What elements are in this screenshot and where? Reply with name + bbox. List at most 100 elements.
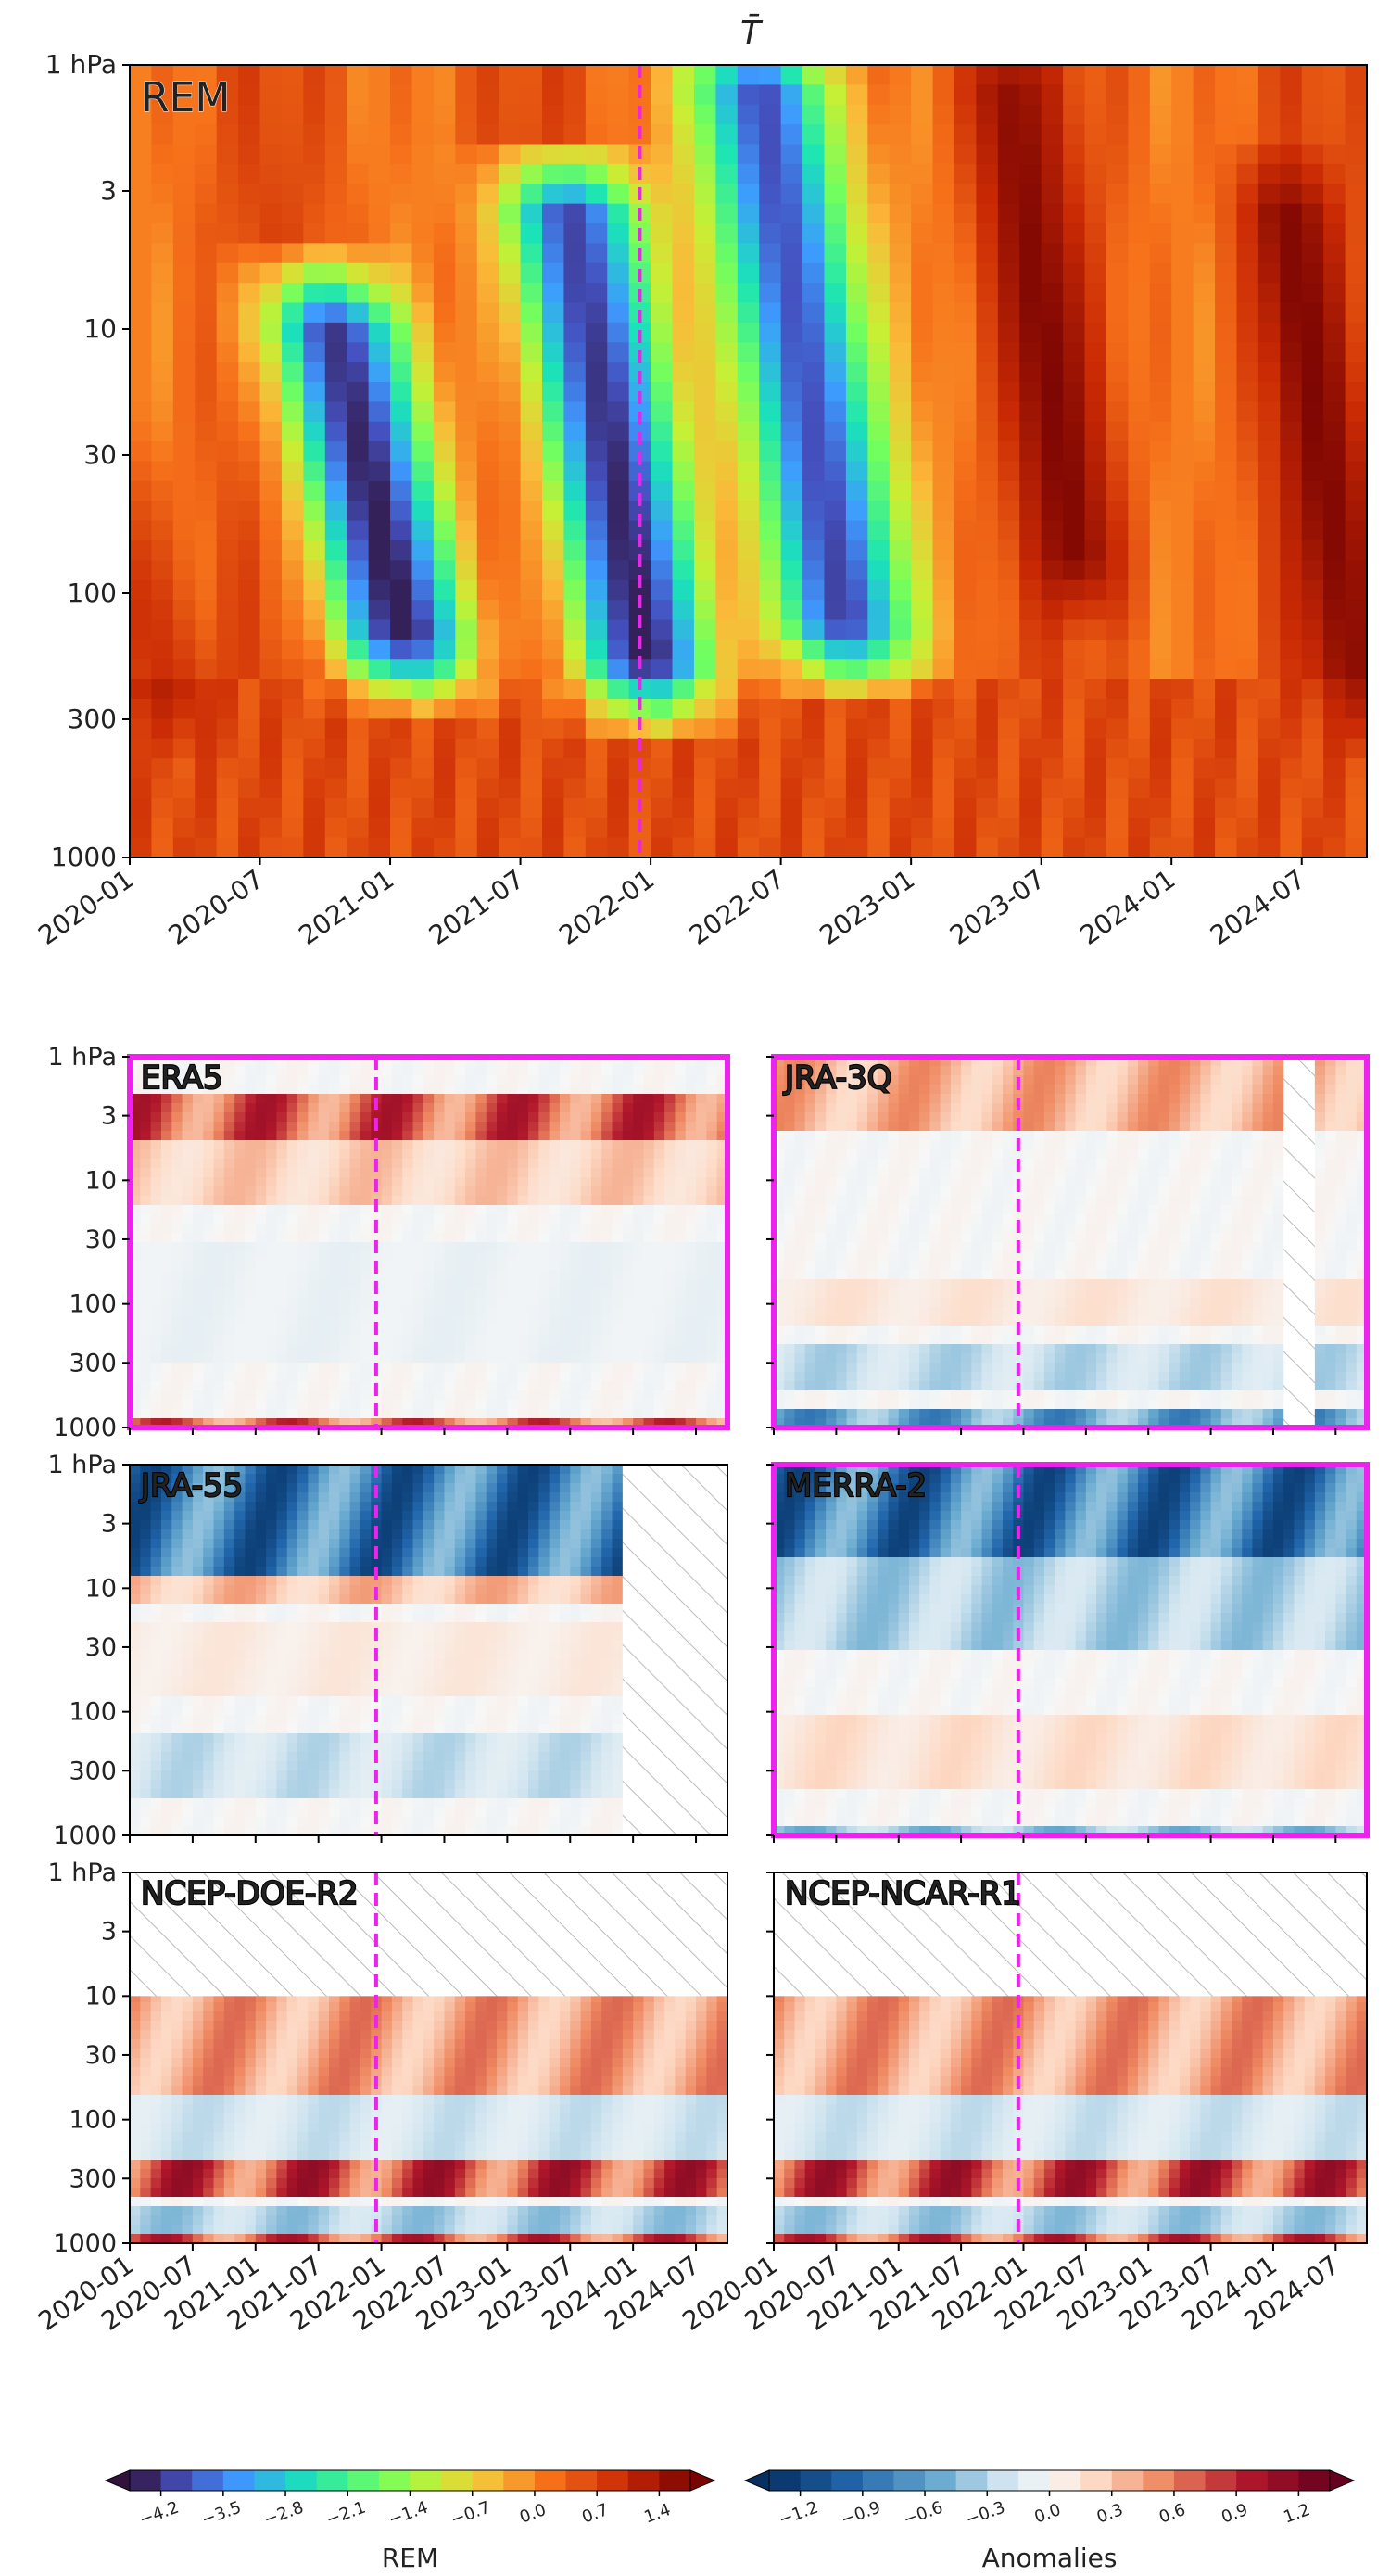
heatmap-cell bbox=[1106, 579, 1129, 601]
heatmap-cell bbox=[672, 65, 695, 85]
heatmap-cell bbox=[182, 1326, 194, 1336]
heatmap-cell bbox=[856, 1224, 868, 1234]
heatmap-cell bbox=[932, 124, 955, 146]
heatmap-cell bbox=[465, 1103, 477, 1113]
heatmap-cell bbox=[1063, 243, 1086, 264]
heatmap-cell bbox=[140, 1214, 152, 1225]
heatmap-cell bbox=[607, 778, 630, 799]
heatmap-cell bbox=[1193, 639, 1216, 660]
heatmap-cell bbox=[1128, 322, 1151, 343]
heatmap-cell bbox=[1323, 223, 1346, 244]
heatmap-cell bbox=[1041, 501, 1064, 522]
heatmap-cell bbox=[497, 1381, 508, 1391]
heatmap-cell bbox=[216, 718, 239, 740]
heatmap-cell bbox=[349, 1186, 361, 1197]
heatmap-cell bbox=[213, 1112, 225, 1123]
heatmap-cell bbox=[140, 1168, 152, 1178]
heatmap-cell bbox=[381, 1242, 393, 1252]
heatmap-cell bbox=[715, 659, 739, 680]
heatmap-cell bbox=[412, 1279, 424, 1289]
heatmap-cell bbox=[347, 560, 370, 581]
heatmap-cell bbox=[371, 1335, 383, 1345]
heatmap-cell bbox=[1193, 441, 1216, 463]
heatmap-cell bbox=[1193, 837, 1216, 858]
heatmap-cell bbox=[889, 362, 912, 383]
heatmap-cell bbox=[580, 1186, 592, 1197]
heatmap-cell bbox=[804, 1418, 816, 1428]
heatmap-cell bbox=[911, 184, 934, 205]
heatmap-cell bbox=[339, 1298, 351, 1308]
heatmap-cell bbox=[846, 1159, 858, 1169]
heatmap-cell bbox=[368, 738, 391, 759]
heatmap-cell bbox=[845, 65, 868, 85]
heatmap-cell bbox=[585, 441, 608, 463]
heatmap-cell bbox=[349, 1177, 361, 1187]
heatmap-cell bbox=[1084, 441, 1107, 463]
heatmap-cell bbox=[486, 1418, 498, 1428]
heatmap-cell bbox=[954, 600, 978, 621]
heatmap-cell bbox=[368, 441, 391, 463]
heatmap-cell bbox=[411, 421, 435, 442]
heatmap-cell bbox=[520, 778, 543, 799]
heatmap-cell bbox=[259, 124, 283, 146]
heatmap-cell bbox=[476, 718, 499, 740]
heatmap-cell bbox=[696, 1261, 707, 1271]
heatmap-cell bbox=[308, 1307, 320, 1317]
heatmap-cell bbox=[130, 1409, 141, 1419]
heatmap-cell bbox=[1084, 540, 1107, 561]
heatmap-cell bbox=[1301, 837, 1324, 858]
heatmap-cell bbox=[1019, 659, 1042, 680]
heatmap-cell bbox=[499, 163, 522, 184]
heatmap-cell bbox=[794, 1316, 806, 1326]
heatmap-cell bbox=[1301, 639, 1324, 660]
heatmap-cell bbox=[672, 342, 695, 363]
heatmap-cell bbox=[590, 1270, 602, 1280]
heatmap-cell bbox=[590, 1149, 602, 1160]
heatmap-cell bbox=[976, 302, 999, 324]
heatmap-cell bbox=[590, 1316, 602, 1326]
heatmap-cell bbox=[349, 1103, 361, 1113]
heatmap-cell bbox=[255, 1279, 267, 1289]
heatmap-cell bbox=[339, 1390, 351, 1401]
heatmap-cell bbox=[794, 1122, 806, 1132]
heatmap-cell bbox=[360, 1372, 372, 1382]
heatmap-cell bbox=[402, 1316, 414, 1326]
heatmap-cell bbox=[997, 619, 1020, 641]
heatmap-cell bbox=[444, 1066, 456, 1076]
heatmap-cell bbox=[643, 1131, 655, 1141]
heatmap-cell bbox=[349, 1381, 361, 1391]
heatmap-cell bbox=[585, 144, 608, 165]
heatmap-cell bbox=[1171, 84, 1194, 106]
heatmap-cell bbox=[476, 302, 499, 324]
heatmap-cell bbox=[324, 699, 348, 719]
heatmap-cell bbox=[499, 322, 522, 343]
heatmap-cell bbox=[794, 1363, 806, 1373]
heatmap-cell bbox=[685, 1224, 697, 1234]
heatmap-cell bbox=[130, 283, 153, 304]
heatmap-cell bbox=[347, 659, 370, 680]
heatmap-cell bbox=[1128, 302, 1151, 324]
heatmap-cell bbox=[1084, 600, 1107, 621]
heatmap-cell bbox=[1149, 718, 1172, 740]
heatmap-cell bbox=[911, 758, 934, 780]
heatmap-cell bbox=[150, 1140, 162, 1150]
heatmap-cell bbox=[622, 1196, 634, 1206]
heatmap-cell bbox=[499, 579, 522, 601]
heatmap-cell bbox=[607, 65, 630, 85]
heatmap-cell bbox=[130, 382, 153, 402]
heatmap-cell bbox=[911, 104, 934, 125]
heatmap-cell bbox=[255, 1112, 267, 1123]
heatmap-cell bbox=[368, 421, 391, 442]
heatmap-cell bbox=[653, 1353, 665, 1364]
heatmap-cell bbox=[696, 1326, 707, 1336]
heatmap-cell bbox=[1345, 579, 1368, 601]
heatmap-cell bbox=[455, 699, 478, 719]
heatmap-cell bbox=[815, 1149, 827, 1160]
heatmap-cell bbox=[150, 1390, 162, 1401]
heatmap-cell bbox=[1301, 718, 1324, 740]
heatmap-cell bbox=[245, 1372, 257, 1382]
heatmap-cell bbox=[1084, 184, 1107, 205]
heatmap-cell bbox=[391, 1103, 403, 1113]
heatmap-cell bbox=[932, 84, 955, 106]
heatmap-cell bbox=[517, 1242, 529, 1252]
